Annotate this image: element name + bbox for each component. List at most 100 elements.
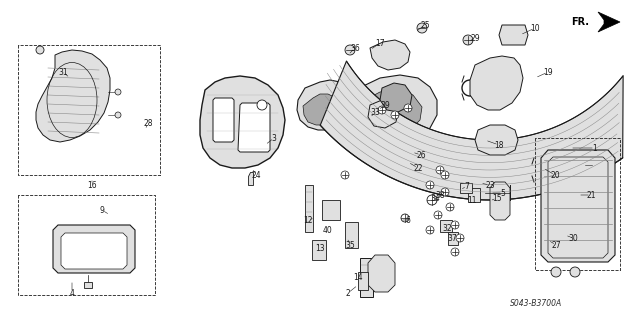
Text: 30: 30	[568, 234, 578, 243]
Polygon shape	[358, 272, 368, 290]
Polygon shape	[297, 80, 352, 130]
Polygon shape	[321, 61, 623, 200]
Text: 19: 19	[543, 68, 553, 76]
Text: 13: 13	[316, 244, 325, 252]
Polygon shape	[248, 172, 253, 185]
Text: 36: 36	[350, 44, 360, 52]
Text: 15: 15	[492, 194, 502, 203]
Text: 39: 39	[380, 100, 390, 109]
Polygon shape	[355, 75, 437, 143]
Text: 7: 7	[464, 181, 469, 190]
Polygon shape	[312, 240, 326, 260]
Circle shape	[257, 100, 267, 110]
Polygon shape	[448, 232, 458, 245]
Polygon shape	[359, 90, 422, 135]
Text: 14: 14	[353, 274, 363, 283]
Text: S043-B3700A: S043-B3700A	[510, 299, 562, 308]
Text: 27: 27	[551, 241, 561, 250]
Circle shape	[417, 23, 427, 33]
Text: 22: 22	[413, 164, 423, 172]
Circle shape	[115, 112, 121, 118]
Text: 20: 20	[550, 171, 560, 180]
Circle shape	[378, 106, 386, 114]
Text: 28: 28	[143, 118, 153, 127]
Text: 4: 4	[69, 289, 74, 298]
Polygon shape	[380, 83, 412, 112]
Text: FR.: FR.	[571, 17, 589, 27]
Circle shape	[404, 104, 412, 112]
Polygon shape	[305, 185, 313, 232]
Circle shape	[427, 195, 437, 205]
Circle shape	[391, 111, 399, 119]
Polygon shape	[468, 188, 480, 202]
Polygon shape	[200, 76, 285, 168]
Text: 23: 23	[485, 180, 495, 189]
Polygon shape	[61, 233, 127, 269]
Polygon shape	[412, 148, 438, 180]
Circle shape	[36, 46, 44, 54]
Circle shape	[426, 181, 434, 189]
Text: 1: 1	[593, 143, 598, 153]
Text: 11: 11	[467, 196, 477, 204]
Text: 3: 3	[271, 133, 276, 142]
Text: 12: 12	[304, 215, 313, 225]
Circle shape	[426, 226, 434, 234]
Circle shape	[345, 45, 355, 55]
Polygon shape	[368, 255, 395, 292]
Text: 31: 31	[58, 68, 68, 76]
Text: 29: 29	[470, 34, 480, 43]
Circle shape	[451, 221, 459, 229]
Polygon shape	[322, 200, 340, 220]
Circle shape	[463, 35, 473, 45]
Polygon shape	[541, 150, 615, 262]
Circle shape	[451, 248, 459, 256]
Polygon shape	[84, 282, 92, 288]
Circle shape	[436, 166, 444, 174]
Text: 40: 40	[323, 226, 333, 235]
Circle shape	[434, 211, 442, 219]
Polygon shape	[360, 258, 373, 297]
Polygon shape	[370, 40, 410, 70]
Text: 10: 10	[530, 23, 540, 33]
Polygon shape	[36, 50, 110, 142]
Polygon shape	[303, 94, 340, 125]
Polygon shape	[499, 25, 528, 45]
Polygon shape	[345, 222, 358, 248]
Text: 16: 16	[87, 180, 97, 189]
Polygon shape	[598, 12, 620, 32]
Circle shape	[446, 203, 454, 211]
Text: 21: 21	[586, 190, 596, 199]
Polygon shape	[440, 220, 452, 232]
Text: 18: 18	[494, 140, 504, 149]
Text: 6: 6	[406, 215, 410, 225]
Polygon shape	[213, 98, 234, 142]
Circle shape	[456, 234, 464, 242]
Text: 17: 17	[375, 38, 385, 47]
Polygon shape	[53, 225, 135, 273]
Text: 38: 38	[435, 190, 445, 199]
Circle shape	[441, 188, 449, 196]
Polygon shape	[368, 100, 398, 128]
Polygon shape	[470, 56, 523, 110]
Circle shape	[115, 89, 121, 95]
Circle shape	[441, 171, 449, 179]
Text: 25: 25	[420, 20, 430, 29]
Polygon shape	[490, 182, 510, 220]
Circle shape	[551, 267, 561, 277]
Polygon shape	[460, 183, 472, 193]
Text: 37: 37	[447, 234, 457, 243]
Text: 5: 5	[500, 188, 505, 197]
Text: 24: 24	[251, 171, 261, 180]
Polygon shape	[238, 103, 270, 152]
Text: 34: 34	[430, 194, 440, 203]
Text: 2: 2	[346, 289, 350, 298]
Circle shape	[341, 171, 349, 179]
Circle shape	[570, 267, 580, 277]
Text: 9: 9	[100, 205, 105, 214]
Text: 33: 33	[370, 108, 380, 116]
Circle shape	[401, 214, 409, 222]
Text: 35: 35	[345, 241, 355, 250]
Text: 32: 32	[442, 223, 452, 233]
Text: 26: 26	[416, 150, 426, 159]
Polygon shape	[475, 125, 518, 155]
